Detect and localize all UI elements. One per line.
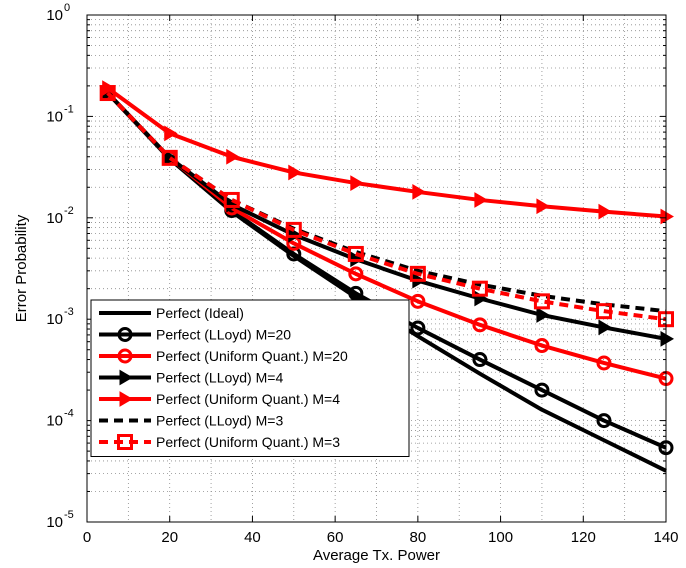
data-point-circle bbox=[596, 413, 612, 429]
y-tick-label: 10 bbox=[46, 108, 63, 125]
data-point-triangle bbox=[350, 175, 364, 191]
legend-item: Perfect (LLoyd) M=3 bbox=[99, 413, 283, 429]
y-tick-label: 10 bbox=[46, 514, 63, 531]
x-tick-label: 20 bbox=[161, 529, 178, 546]
data-point-circle bbox=[410, 320, 426, 336]
data-point-square bbox=[347, 245, 364, 262]
data-point-circle bbox=[472, 317, 488, 333]
series-line bbox=[106, 91, 667, 314]
data-point-triangle bbox=[660, 208, 674, 225]
x-tick-label: 80 bbox=[410, 529, 427, 546]
data-point-square bbox=[409, 265, 426, 282]
data-point-triangle bbox=[119, 391, 133, 407]
data-point-square bbox=[471, 280, 488, 297]
legend-item: Perfect (Uniform Quant.) M=4 bbox=[99, 391, 340, 407]
y-tick-exponent: 0 bbox=[64, 2, 70, 14]
series-line bbox=[106, 86, 667, 219]
axis-ticks bbox=[86, 14, 667, 523]
x-tick-label: 60 bbox=[327, 529, 344, 546]
legend-label: Perfect (Uniform Quant.) M=3 bbox=[156, 434, 340, 450]
legend-item: Perfect (LLoyd) M=4 bbox=[99, 370, 283, 386]
y-axis-label: Error Probability bbox=[13, 214, 30, 322]
data-point-triangle bbox=[164, 125, 178, 142]
legend-label: Perfect (Uniform Quant.) M=20 bbox=[156, 348, 348, 364]
data-point-triangle bbox=[412, 184, 426, 200]
data-point-square bbox=[223, 191, 240, 208]
data-point-square bbox=[161, 149, 178, 166]
axis-tick-labels: 0 20 40 60 80 100 120 14010-510-410-310-210-110… bbox=[46, 2, 678, 546]
y-tick-exponent: -5 bbox=[64, 509, 74, 521]
data-point-triangle bbox=[119, 369, 133, 386]
legend-label: Perfect (LLoyd) M=3 bbox=[156, 413, 283, 429]
legend-item: Perfect (Ideal) bbox=[99, 305, 244, 321]
legend: Perfect (Ideal) Perfect (LLoyd) M=20 Perfe… bbox=[90, 299, 410, 457]
data-point-square bbox=[99, 85, 116, 102]
x-tick-label: 140 bbox=[653, 529, 678, 546]
data-point-circle bbox=[348, 285, 364, 301]
data-point-square bbox=[533, 293, 550, 310]
x-tick-label: 40 bbox=[244, 529, 261, 546]
data-point-triangle bbox=[598, 319, 612, 336]
x-tick-label: 120 bbox=[571, 529, 596, 546]
data-point-square bbox=[595, 303, 612, 320]
legend-item: Perfect (Uniform Quant.) M=3 bbox=[99, 434, 340, 450]
data-point-triangle bbox=[536, 198, 550, 215]
x-tick-label: 100 bbox=[488, 529, 513, 546]
data-point-circle bbox=[410, 293, 426, 309]
data-point-triangle bbox=[288, 164, 302, 181]
legend-item: Perfect (LLoyd) M=20 bbox=[99, 327, 291, 343]
data-point-triangle bbox=[474, 192, 488, 208]
y-tick-exponent: -3 bbox=[64, 306, 74, 318]
series-4 bbox=[102, 80, 674, 225]
data-point-circle bbox=[534, 382, 550, 398]
legend-item: Perfect (Uniform Quant.) M=20 bbox=[99, 348, 348, 364]
data-point-triangle bbox=[536, 307, 550, 323]
data-point-circle bbox=[348, 266, 364, 282]
series-5 bbox=[106, 91, 667, 314]
x-tick-label: 0 bbox=[83, 529, 91, 546]
legend-label: Perfect (LLoyd) M=4 bbox=[156, 370, 283, 386]
legend-label: Perfect (Ideal) bbox=[156, 305, 244, 321]
series-6 bbox=[99, 85, 674, 328]
data-point-triangle bbox=[226, 148, 240, 165]
data-point-circle bbox=[534, 338, 550, 354]
legend-label: Perfect (LLoyd) M=20 bbox=[156, 327, 291, 343]
y-tick-exponent: -4 bbox=[64, 408, 74, 420]
data-point-circle bbox=[117, 348, 133, 364]
data-point-square bbox=[117, 434, 133, 450]
y-tick-label: 10 bbox=[46, 413, 63, 430]
y-tick-label: 10 bbox=[46, 7, 63, 24]
series-line bbox=[106, 91, 667, 322]
data-point-circle bbox=[117, 327, 133, 342]
y-tick-exponent: -2 bbox=[64, 205, 74, 217]
data-point-circle bbox=[596, 355, 612, 371]
data-point-triangle bbox=[660, 330, 674, 347]
y-tick-exponent: -1 bbox=[64, 103, 74, 115]
data-point-square bbox=[285, 221, 302, 238]
y-tick-label: 10 bbox=[46, 311, 63, 328]
plot-frame bbox=[86, 14, 667, 523]
x-axis-label: Average Tx. Power bbox=[313, 547, 440, 564]
y-tick-label: 10 bbox=[46, 210, 63, 227]
legend-label: Perfect (Uniform Quant.) M=4 bbox=[156, 391, 340, 407]
data-point-triangle bbox=[598, 203, 612, 220]
data-point-circle bbox=[472, 352, 488, 368]
